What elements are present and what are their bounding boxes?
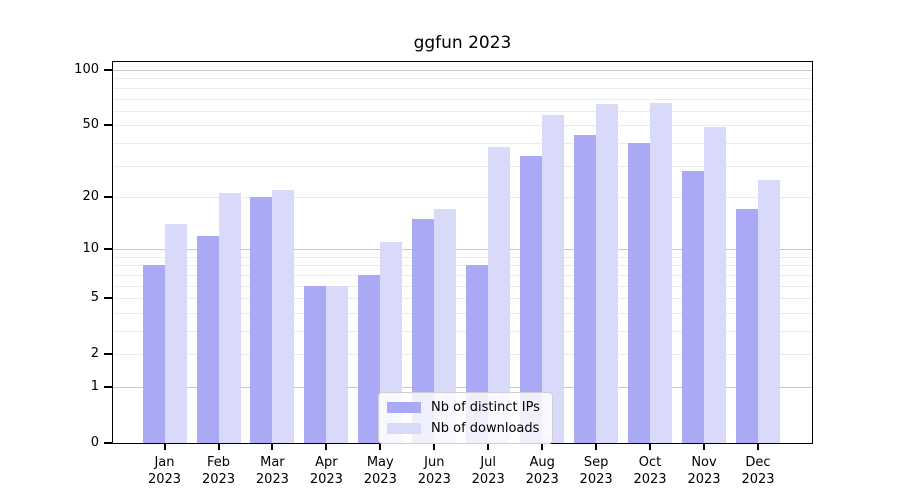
legend-item-distinct-ips: Nb of distinct IPs [387,398,540,417]
major-gridline-y-10 [113,249,812,251]
x-tick-label-feb: Feb 2023 [201,455,236,487]
minor-gridline-y-3 [113,331,812,332]
bar-downloads-jan [164,224,187,443]
bar-downloads-dec [758,179,780,443]
x-tick-apr [325,444,328,450]
minor-gridline-y-5 [113,298,812,300]
plot-area: 0 1 2 5 10 20 50 100 Jan 2023 Feb 2023 Mar 2023 Apr 20… [74,61,813,487]
bar-ips-aug [520,155,543,443]
minor-gridline-y-6 [113,285,812,287]
bar-downloads-jun [434,209,457,443]
bar-ips-feb [196,235,219,443]
x-tick-aug [541,444,544,450]
y-tick-label-2: 2 [90,346,99,362]
minor-gridline-y-70 [113,98,812,100]
minor-gridline-y-9 [113,256,812,258]
bar-ips-nov [682,170,704,443]
x-tick-label-dec: Dec 2023 [741,455,775,487]
bar-downloads-apr [326,285,349,443]
y-tick-label-50: 50 [82,117,99,133]
x-tick-label-jan: Jan 2023 [147,455,182,487]
x-tick-label-oct: Oct 2023 [633,455,667,487]
x-tick-label-jun: Jun 2023 [417,455,451,487]
x-tick-may [379,444,382,450]
y-tick-10 [104,248,112,251]
legend-label: Nb of downloads [431,421,540,436]
y-tick-label-100: 100 [74,62,99,77]
bar-ips-apr [304,285,327,443]
minor-gridline-y-8 [113,265,812,267]
y-tick-1 [104,386,112,388]
bar-ips-jan [142,265,165,443]
bar-ips-may [358,274,381,443]
x-tick-label-apr: Apr 2023 [309,455,343,487]
legend-swatch-icon [387,402,421,413]
y-tick-label-10: 10 [82,241,99,257]
minor-gridline-y-7 [113,274,812,276]
x-tick-oct [649,444,651,450]
bar-downloads-jul [488,146,511,443]
y-tick-2 [104,353,112,356]
bar-downloads-feb [218,193,241,443]
x-tick-feb [217,444,220,450]
minor-gridline-y-60 [113,110,812,112]
bar-downloads-mar [272,189,295,443]
chart-title: ggfun 2023 [413,33,512,53]
x-tick-label-nov: Nov 2023 [687,455,721,487]
y-tick-5 [104,297,112,300]
major-gridline-y-1 [113,387,812,388]
x-tick-dec [757,444,759,450]
bar-downloads-oct [650,103,672,443]
y-tick-20 [104,195,112,198]
y-tick-50 [104,124,112,127]
minor-gridline-y-50 [113,125,812,127]
minor-gridline-y-30 [113,165,812,167]
x-tick-sep [595,444,598,450]
bar-ips-mar [250,196,273,443]
bar-ips-sep [574,135,597,443]
y-tick-label-1: 1 [90,379,99,394]
bar-ips-oct [628,142,650,443]
x-tick-label-may: May 2023 [363,455,397,487]
y-tick-100 [104,69,112,71]
y-tick-label-20: 20 [82,188,99,204]
x-tick-label-jul: Jul 2023 [471,455,505,487]
minor-gridline-y-90 [113,78,812,80]
legend: Nb of distinct IPs Nb of downloads [378,392,553,444]
y-tick-0 [104,442,112,444]
bar-downloads-aug [542,114,565,443]
x-tick-jul [487,444,490,450]
minor-gridline-y-2 [113,354,812,356]
legend-swatch-icon [387,423,421,434]
minor-gridline-y-80 [113,87,812,89]
y-tick-label-5: 5 [90,290,99,306]
x-tick-label-sep: Sep 2023 [579,455,613,487]
bar-downloads-sep [596,104,619,443]
bar-ips-dec [736,209,758,443]
bar-downloads-nov [704,126,726,443]
major-gridline-y-100 [113,70,812,71]
legend-label: Nb of distinct IPs [431,400,540,415]
x-tick-label-aug: Aug 2023 [525,455,559,487]
x-tick-label-mar: Mar 2023 [255,455,289,487]
minor-gridline-y-4 [113,312,812,314]
x-tick-jun [433,444,436,450]
bar-ips-jun [412,218,435,443]
minor-gridline-y-40 [113,142,812,144]
x-tick-mar [271,444,274,450]
minor-gridline-y-20 [113,196,812,198]
y-tick-label-0: 0 [90,435,99,450]
legend-item-downloads: Nb of downloads [387,419,540,438]
x-tick-nov [703,444,705,450]
x-tick-jan [163,444,166,450]
